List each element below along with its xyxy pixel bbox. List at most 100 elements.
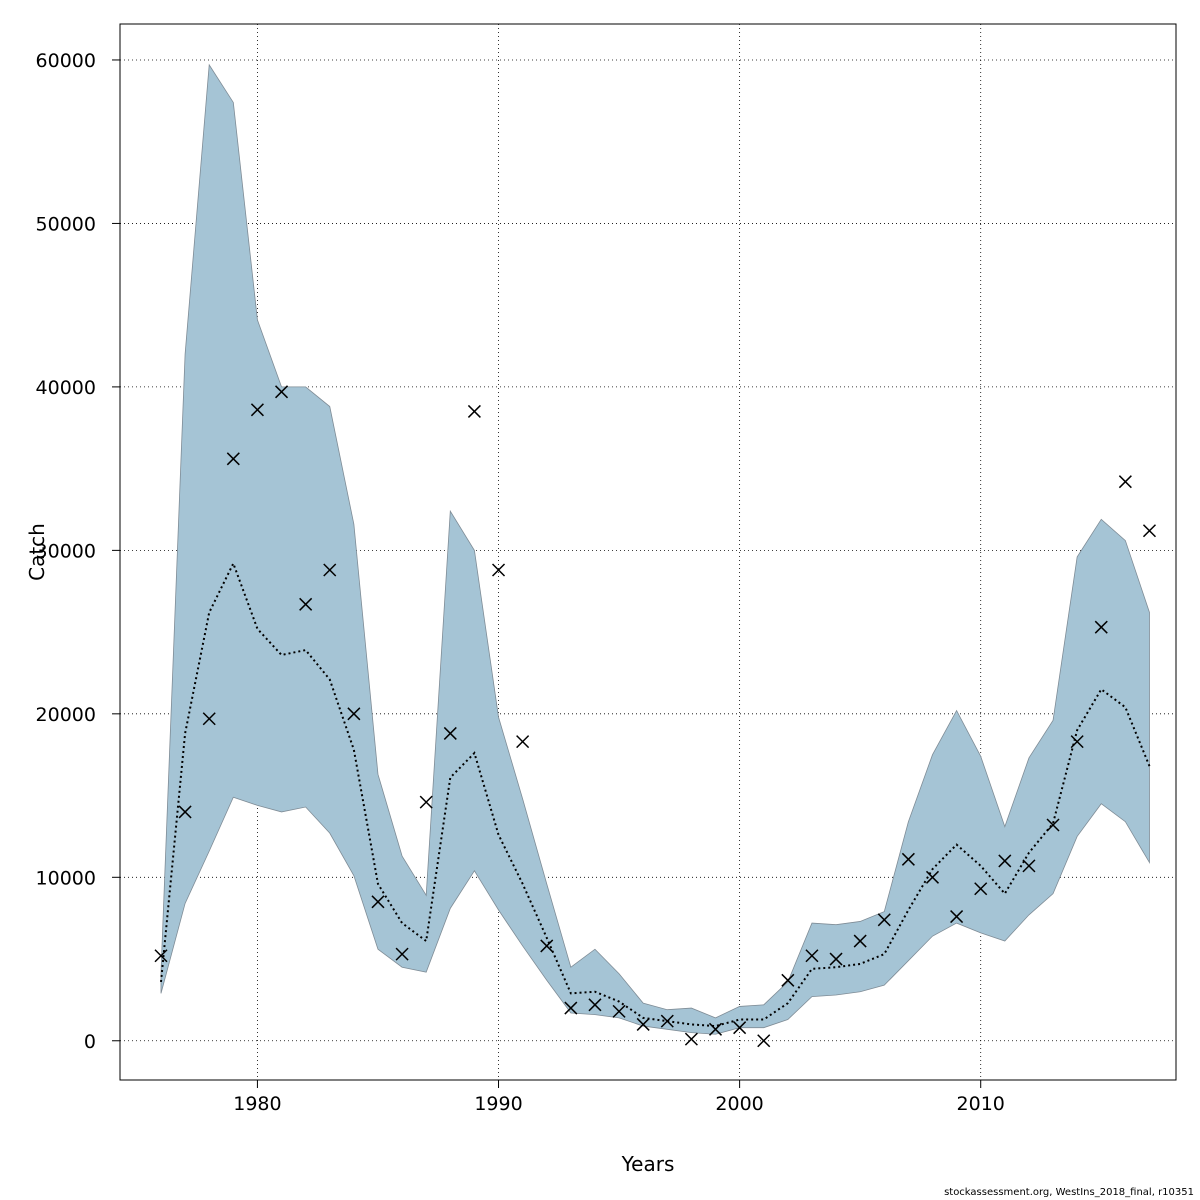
observed-point — [588, 998, 602, 1012]
observed-point — [684, 1032, 698, 1046]
observed-point — [950, 910, 964, 924]
observed-point-stroke — [516, 735, 530, 749]
observed-point-stroke — [660, 1014, 674, 1028]
observed-point — [1118, 475, 1132, 489]
observed-point-stroke — [733, 1021, 747, 1035]
observed-point-stroke — [154, 949, 168, 963]
observed-point-stroke — [757, 1034, 771, 1048]
observed-point — [1094, 620, 1108, 634]
observed-point — [636, 1017, 650, 1031]
observed-point-stroke — [467, 404, 481, 418]
observed-point-stroke — [347, 707, 361, 721]
observed-point — [877, 913, 891, 927]
observed-point — [1142, 524, 1157, 538]
observed-point-stroke — [395, 947, 409, 961]
x-tick-label: 1990 — [474, 1093, 522, 1115]
observed-point-stroke — [805, 949, 819, 963]
y-tick-label: 60000 — [36, 50, 96, 72]
observed-points — [154, 385, 1157, 1048]
observed-point-stroke — [1022, 859, 1036, 873]
observed-point-stroke — [1142, 524, 1157, 538]
observed-point — [154, 949, 168, 963]
observed-point-stroke — [708, 1022, 723, 1036]
observed-point — [660, 1014, 674, 1028]
observed-point-stroke — [853, 934, 867, 948]
observed-point-stroke — [781, 973, 795, 987]
observed-point — [250, 403, 264, 417]
observed-point-stroke — [491, 563, 506, 577]
observed-point — [419, 795, 433, 809]
observed-point-stroke — [925, 870, 940, 884]
observed-point — [974, 882, 988, 896]
observed-point — [178, 805, 192, 819]
y-axis: 0 10000 20000 30000 40000 50000 60000 — [36, 50, 120, 1053]
observed-point-stroke — [250, 403, 264, 417]
observed-point-stroke — [419, 795, 433, 809]
y-tick-label: 0 — [84, 1031, 96, 1053]
observed-point-stroke — [226, 452, 240, 466]
observed-point-stroke — [829, 952, 843, 966]
observed-point-stroke — [1118, 475, 1132, 489]
x-axis: 1980 1990 2000 2010 — [233, 1080, 1005, 1115]
observed-point-stroke — [950, 910, 964, 924]
observed-point — [371, 895, 385, 909]
observed-point-stroke — [564, 1001, 578, 1015]
observed-point — [901, 852, 915, 866]
observed-point — [829, 952, 843, 966]
observed-point — [347, 707, 361, 721]
observed-point — [540, 939, 554, 953]
observed-point-stroke — [443, 726, 457, 740]
observed-point-stroke — [299, 597, 313, 611]
observed-point — [226, 452, 240, 466]
confidence-band-area — [160, 63, 1150, 1035]
observed-point-stroke — [1070, 735, 1084, 749]
observed-point-stroke — [323, 563, 337, 577]
y-tick-label: 50000 — [36, 213, 96, 235]
observed-point — [612, 1004, 626, 1018]
observed-point-stroke — [371, 895, 385, 909]
y-tick-label: 30000 — [36, 540, 96, 562]
observed-point-stroke — [684, 1032, 698, 1046]
observed-point — [275, 385, 289, 399]
observed-point-stroke — [636, 1017, 650, 1031]
footer-caption: stockassessment.org, WestIns_2018_final,… — [944, 1187, 1194, 1198]
observed-point-stroke — [998, 854, 1012, 868]
plot-frame — [119, 23, 1177, 1081]
observed-point — [853, 934, 867, 948]
observed-point — [299, 597, 313, 611]
observed-point — [781, 973, 795, 987]
observed-point-stroke — [1046, 818, 1060, 832]
observed-point — [395, 947, 409, 961]
observed-point — [998, 854, 1012, 868]
observed-point-stroke — [275, 385, 289, 399]
observed-point — [805, 949, 819, 963]
observed-point — [708, 1022, 723, 1036]
observed-point — [491, 563, 506, 577]
y-tick-label: 20000 — [36, 704, 96, 726]
observed-point-stroke — [202, 712, 216, 726]
y-tick-label: 40000 — [36, 377, 96, 399]
observed-point-stroke — [901, 852, 915, 866]
y-axis-title: Catch — [25, 523, 49, 581]
observed-point-stroke — [540, 939, 554, 953]
confidence-band — [160, 63, 1150, 1035]
observed-point-stroke — [588, 998, 602, 1012]
observed-point — [733, 1021, 747, 1035]
observed-point — [1046, 818, 1060, 832]
observed-point-stroke — [612, 1004, 626, 1018]
x-tick-label: 1980 — [233, 1093, 281, 1115]
observed-point — [925, 870, 940, 884]
observed-point-stroke — [178, 805, 192, 819]
observed-point — [516, 735, 530, 749]
observed-point — [1070, 735, 1084, 749]
y-tick-label: 10000 — [36, 867, 96, 889]
observed-point — [1022, 859, 1036, 873]
observed-point — [443, 726, 457, 740]
observed-point — [467, 404, 481, 418]
x-tick-label: 2010 — [957, 1093, 1005, 1115]
observed-point-stroke — [974, 882, 988, 896]
x-axis-title: Years — [621, 1152, 675, 1176]
observed-point-stroke — [1094, 620, 1108, 634]
observed-point-stroke — [877, 913, 891, 927]
observed-point — [202, 712, 216, 726]
